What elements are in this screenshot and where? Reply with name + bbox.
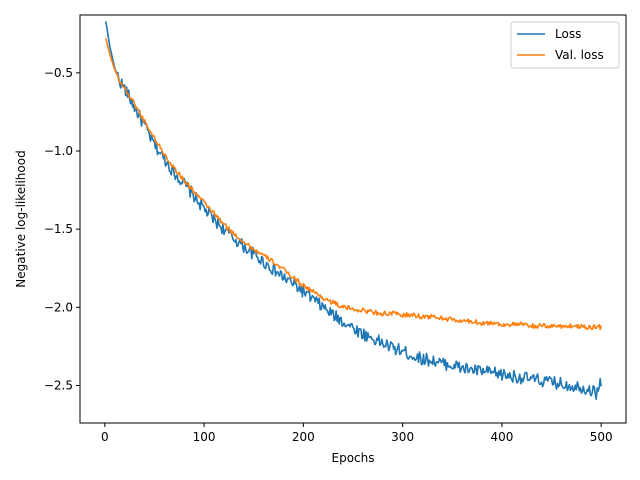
x-tick-label: 100 [193, 430, 216, 444]
series-layer [105, 21, 602, 401]
series-line-val-loss [105, 38, 602, 331]
x-tick-label: 400 [490, 430, 513, 444]
y-axis-label: Negative log-likelihood [14, 150, 28, 287]
x-tick-label: 300 [391, 430, 414, 444]
legend: Loss Val. loss [510, 21, 620, 69]
y-tick-label: −1.0 [44, 144, 73, 158]
plot-area [79, 14, 627, 424]
y-tick-label: −2.5 [44, 378, 73, 392]
y-tick-label: −0.5 [44, 66, 73, 80]
x-tick-label: 200 [292, 430, 315, 444]
legend-label-loss: Loss [555, 27, 581, 41]
axes-frame [79, 14, 627, 424]
legend-label-val-loss: Val. loss [555, 48, 604, 62]
x-axis-label: Epochs [332, 451, 375, 465]
y-axis-ticks: −2.5 −2.0 −1.5 −1.0 −0.5 [44, 66, 80, 392]
x-axis-ticks: 0 100 200 300 400 500 [101, 423, 613, 444]
x-tick-label: 500 [590, 430, 613, 444]
y-tick-label: −2.0 [44, 300, 73, 314]
x-tick-label: 0 [101, 430, 109, 444]
y-tick-label: −1.5 [44, 222, 73, 236]
